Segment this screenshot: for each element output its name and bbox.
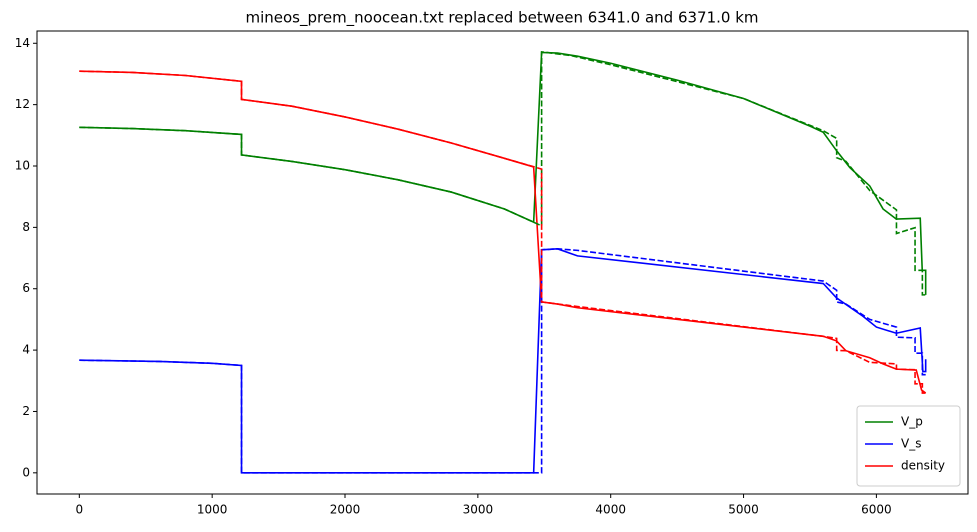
y-tick-label: 12	[15, 97, 30, 111]
y-tick-label: 0	[22, 465, 30, 479]
chart-title: mineos_prem_noocean.txt replaced between…	[245, 9, 758, 28]
plot-frame	[36, 30, 969, 495]
series-line	[79, 248, 927, 474]
y-tick-label: 10	[15, 159, 30, 173]
x-tick-label: 2000	[330, 503, 361, 517]
series-line	[79, 248, 926, 474]
x-tick-label: 0	[75, 503, 83, 517]
series-line	[79, 50, 926, 296]
y-tick-label: 2	[22, 404, 30, 418]
x-tick-label: 4000	[595, 503, 626, 517]
x-tick-label: 5000	[728, 503, 759, 517]
series-line	[79, 70, 927, 394]
x-tick-label: 3000	[463, 503, 494, 517]
y-tick-label: 6	[22, 281, 30, 295]
y-tick-label: 14	[15, 36, 30, 50]
series-line	[79, 70, 926, 394]
x-tick-label: 1000	[197, 503, 228, 517]
series-line	[79, 51, 927, 295]
legend-label: density	[901, 459, 945, 473]
legend-label: V_s	[901, 437, 921, 451]
y-tick-label: 4	[22, 343, 30, 357]
y-tick-label: 8	[22, 220, 30, 234]
x-tick-label: 6000	[861, 503, 892, 517]
legend-label: V_p	[901, 415, 923, 429]
